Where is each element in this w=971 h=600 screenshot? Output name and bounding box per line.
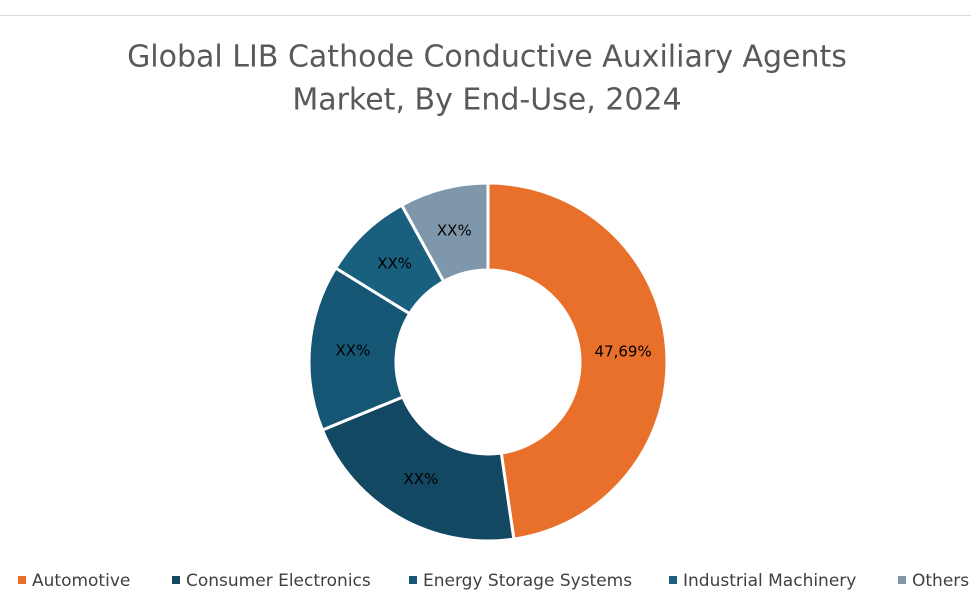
legend-label: Energy Storage Systems xyxy=(423,571,632,591)
legend-label: Consumer Electronics xyxy=(186,571,371,591)
data-label: XX% xyxy=(377,254,412,272)
data-label: 47,69% xyxy=(595,343,652,361)
legend-swatch xyxy=(409,576,417,584)
donut-slice xyxy=(307,265,412,432)
donut-slice xyxy=(399,181,490,284)
donut-slice xyxy=(486,181,669,541)
data-label: XX% xyxy=(336,341,371,359)
chart-title: Global LIB Cathode Conductive Auxiliary … xyxy=(127,40,847,75)
legend-label: Industrial Machinery xyxy=(683,571,856,591)
legend-label: Automotive xyxy=(32,571,130,591)
donut-slice xyxy=(320,394,516,543)
data-label: XX% xyxy=(437,221,472,239)
data-label: XX% xyxy=(403,470,438,488)
legend-swatch xyxy=(172,576,180,584)
chart-subtitle: Market, By End-Use, 2024 xyxy=(292,83,681,118)
legend-swatch xyxy=(18,576,26,584)
legend-label: Others xyxy=(912,571,969,591)
legend-swatch xyxy=(898,576,906,584)
legend-swatch xyxy=(669,576,677,584)
